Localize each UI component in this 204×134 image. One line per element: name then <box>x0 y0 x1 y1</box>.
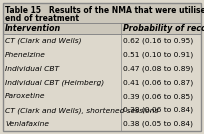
Text: Individual CBT (Heimberg): Individual CBT (Heimberg) <box>5 79 104 86</box>
Text: Table 15   Results of the NMA that were utilised in the econc: Table 15 Results of the NMA that were ut… <box>5 6 204 15</box>
Text: 0.47 (0.08 to 0.89): 0.47 (0.08 to 0.89) <box>123 65 193 72</box>
Text: Intervention: Intervention <box>5 24 61 33</box>
Bar <box>3 103 201 117</box>
Text: 0.41 (0.06 to 0.87): 0.41 (0.06 to 0.87) <box>123 79 193 86</box>
Text: 0.38 (0.06 to 0.84): 0.38 (0.06 to 0.84) <box>123 107 193 113</box>
Bar <box>3 117 201 131</box>
Bar <box>3 34 201 48</box>
Text: 0.39 (0.06 to 0.85): 0.39 (0.06 to 0.85) <box>123 93 193 100</box>
Text: CT (Clark and Wells): CT (Clark and Wells) <box>5 38 82 44</box>
Bar <box>3 3 201 23</box>
Bar <box>3 48 201 62</box>
Text: 0.51 (0.10 to 0.91): 0.51 (0.10 to 0.91) <box>123 52 193 58</box>
Bar <box>3 23 201 34</box>
Bar <box>3 89 201 103</box>
Text: CT (Clark and Wells), shortened sessions: CT (Clark and Wells), shortened sessions <box>5 107 158 113</box>
Text: 0.62 (0.16 to 0.95): 0.62 (0.16 to 0.95) <box>123 38 193 44</box>
Text: Paroxetine: Paroxetine <box>5 93 45 99</box>
Text: Venlafaxine: Venlafaxine <box>5 121 49 127</box>
Text: Individual CBT: Individual CBT <box>5 66 59 72</box>
Text: 0.38 (0.05 to 0.84): 0.38 (0.05 to 0.84) <box>123 121 193 127</box>
Text: Probability of recovery (9%: Probability of recovery (9% <box>123 24 204 33</box>
Bar <box>3 62 201 76</box>
Bar <box>3 76 201 89</box>
Text: Phenelzine: Phenelzine <box>5 52 46 58</box>
Text: end of treatment: end of treatment <box>5 14 79 23</box>
